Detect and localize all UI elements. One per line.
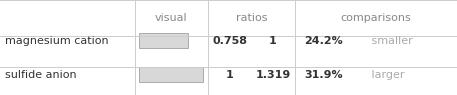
Text: magnesium cation: magnesium cation (5, 36, 108, 46)
Text: smaller: smaller (368, 36, 413, 46)
Bar (139, 67, 203, 82)
Text: larger: larger (368, 70, 404, 80)
Text: 1: 1 (269, 36, 277, 46)
Text: visual: visual (155, 13, 188, 23)
Text: 24.2%: 24.2% (304, 36, 343, 46)
Bar (139, 33, 188, 48)
Text: 0.758: 0.758 (212, 36, 247, 46)
Text: sulfide anion: sulfide anion (5, 70, 76, 80)
Text: 31.9%: 31.9% (304, 70, 343, 80)
Text: 1: 1 (226, 70, 234, 80)
Text: ratios: ratios (236, 13, 267, 23)
Text: 1.319: 1.319 (255, 70, 291, 80)
Text: comparisons: comparisons (340, 13, 411, 23)
